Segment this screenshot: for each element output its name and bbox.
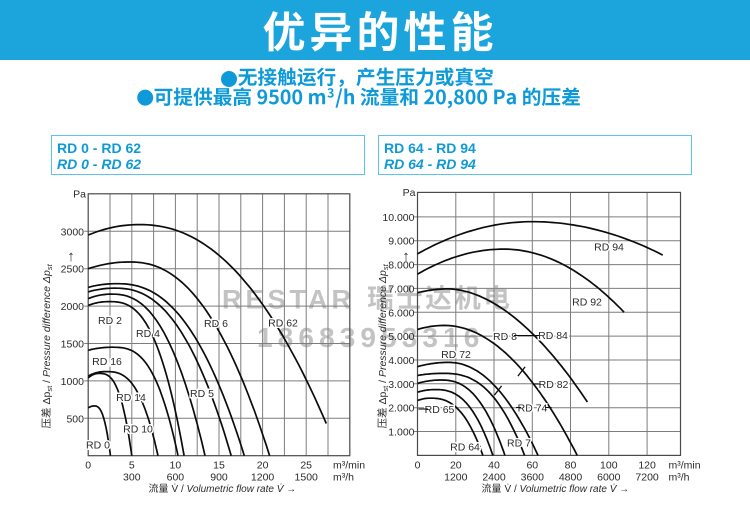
- svg-text:RD 72: RD 72: [441, 349, 471, 361]
- svg-text:7.000: 7.000: [388, 283, 414, 295]
- svg-text:600: 600: [167, 472, 185, 484]
- svg-text:m³/min: m³/min: [333, 460, 365, 472]
- svg-text:3.000: 3.000: [388, 379, 414, 391]
- svg-text:RD 0: RD 0: [86, 440, 110, 452]
- svg-text:V̇ / Volumetric flow rate V̇ →: V̇ / Volumetric flow rate V̇ →: [172, 482, 297, 495]
- svg-text:↑: ↑: [67, 248, 75, 265]
- svg-text:2000: 2000: [61, 301, 85, 313]
- svg-text:1500: 1500: [61, 339, 85, 351]
- svg-text:20: 20: [450, 460, 462, 472]
- svg-text:RD 4: RD 4: [136, 328, 160, 340]
- svg-text:3000: 3000: [61, 226, 85, 238]
- svg-text:2400: 2400: [482, 472, 506, 484]
- svg-text:1500: 1500: [295, 472, 319, 484]
- svg-text:0: 0: [85, 460, 91, 472]
- svg-text:RD 62: RD 62: [268, 318, 298, 330]
- svg-text:RD 94: RD 94: [594, 241, 624, 253]
- svg-text:18683953316: 18683953316: [257, 322, 484, 353]
- svg-text:9.000: 9.000: [388, 236, 414, 248]
- svg-text:25: 25: [300, 460, 312, 472]
- svg-text:4800: 4800: [559, 472, 583, 484]
- svg-text:RD 74: RD 74: [518, 403, 548, 415]
- svg-text:0: 0: [415, 460, 421, 472]
- svg-text:↑: ↑: [402, 248, 410, 265]
- svg-text:RD 8: RD 8: [493, 331, 517, 343]
- svg-text:Δpst / Pressure difference Δps: Δpst / Pressure difference Δpst: [41, 263, 54, 404]
- svg-text:900: 900: [210, 472, 228, 484]
- svg-text:3600: 3600: [521, 472, 545, 484]
- svg-text:80: 80: [565, 460, 577, 472]
- svg-text:6.000: 6.000: [388, 307, 414, 319]
- svg-text:1200: 1200: [251, 472, 275, 484]
- svg-text:RD 64: RD 64: [450, 441, 480, 453]
- svg-text:RD 14: RD 14: [116, 392, 146, 404]
- svg-text:RD 10: RD 10: [123, 424, 153, 436]
- svg-text:V̇ / Volumetric flow rate V̇ →: V̇ / Volumetric flow rate V̇ →: [505, 482, 630, 495]
- svg-text:RD 92: RD 92: [572, 297, 602, 309]
- svg-text:40: 40: [488, 460, 500, 472]
- svg-text:m³/min: m³/min: [669, 460, 701, 472]
- svg-text:6000: 6000: [597, 472, 621, 484]
- svg-text:RD 5: RD 5: [190, 388, 214, 400]
- svg-text:2500: 2500: [61, 264, 85, 276]
- svg-text:RD 16: RD 16: [92, 356, 122, 368]
- svg-text:RD 2: RD 2: [98, 315, 122, 327]
- svg-text:7200: 7200: [635, 472, 659, 484]
- svg-text:Pa: Pa: [73, 189, 86, 201]
- svg-text:10: 10: [170, 460, 182, 472]
- svg-text:500: 500: [66, 413, 84, 425]
- svg-text:Δpst / Pressure difference Δps: Δpst / Pressure difference Δpst: [377, 263, 390, 404]
- svg-text:RD 6: RD 6: [204, 318, 228, 330]
- svg-text:1000: 1000: [61, 376, 85, 388]
- svg-text:5: 5: [129, 460, 135, 472]
- svg-text:100: 100: [600, 460, 618, 472]
- svg-text:RD 84: RD 84: [538, 330, 568, 342]
- svg-text:m³/h: m³/h: [333, 472, 354, 484]
- svg-text:RD 7: RD 7: [507, 438, 531, 450]
- svg-text:Pa: Pa: [403, 187, 416, 199]
- svg-text:RD 65: RD 65: [425, 404, 455, 416]
- svg-text:m³/h: m³/h: [669, 472, 690, 484]
- svg-text:2.000: 2.000: [388, 403, 414, 415]
- svg-text:1200: 1200: [444, 472, 468, 484]
- svg-text:10.000: 10.000: [382, 212, 414, 224]
- svg-text:15: 15: [213, 460, 225, 472]
- svg-text:300: 300: [123, 472, 141, 484]
- svg-text:120: 120: [638, 460, 656, 472]
- svg-text:RD 82: RD 82: [539, 379, 569, 391]
- svg-text:1.000: 1.000: [388, 427, 414, 439]
- svg-text:20: 20: [257, 460, 269, 472]
- svg-text:4.000: 4.000: [388, 355, 414, 367]
- svg-text:RESTAR: RESTAR: [222, 285, 355, 315]
- svg-text:8.000: 8.000: [388, 260, 414, 272]
- svg-text:60: 60: [526, 460, 538, 472]
- svg-text:5.000: 5.000: [388, 331, 414, 343]
